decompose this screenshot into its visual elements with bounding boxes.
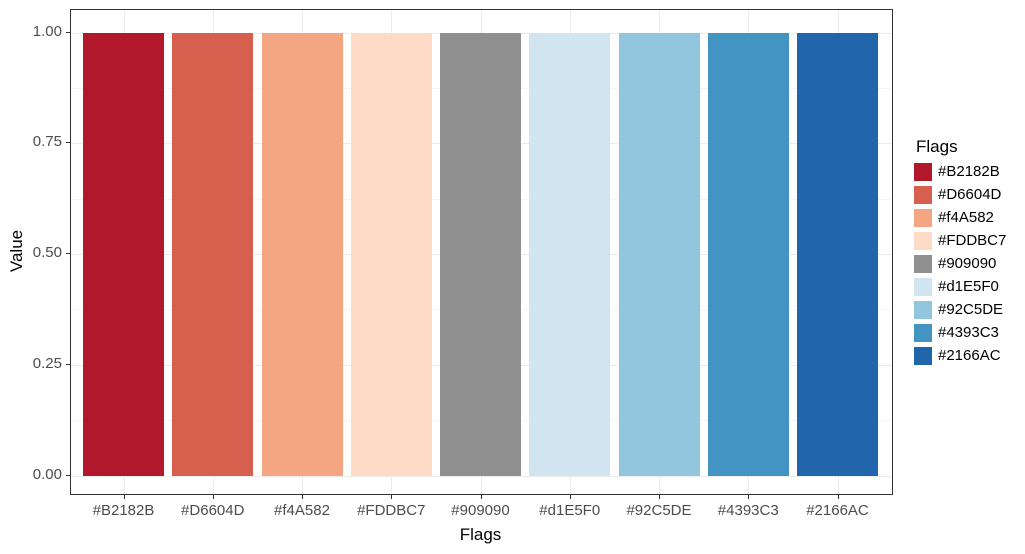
bar <box>529 32 611 476</box>
legend-item: #f4A582 <box>914 209 1006 227</box>
bar <box>440 32 521 476</box>
legend-label: #D6604D <box>938 186 1002 203</box>
x-tick-mark <box>480 495 482 499</box>
x-tick-mark <box>212 495 214 499</box>
x-tick-mark <box>123 495 125 499</box>
legend-item: #2166AC <box>914 347 1006 365</box>
legend-item: #B2182B <box>914 163 1006 181</box>
plot-panel <box>70 9 893 495</box>
legend-key-swatch <box>914 232 932 250</box>
x-tick-mark <box>837 495 839 499</box>
legend-items: #B2182B #D6604D #f4A582 #FDDBC7 #909090 #d1E5… <box>914 163 1006 365</box>
x-tick-mark <box>748 495 750 499</box>
y-tick-mark <box>66 142 70 144</box>
bar <box>618 32 700 476</box>
legend-label: #92C5DE <box>938 301 1004 318</box>
legend-label: #909090 <box>938 255 997 272</box>
legend-key-swatch <box>914 324 932 342</box>
y-tick-label: 0.75 <box>32 133 62 151</box>
x-tick-label: #D6604D <box>181 502 245 519</box>
y-tick-mark <box>66 474 70 476</box>
bar <box>797 32 878 476</box>
bar <box>707 32 789 476</box>
legend-key-swatch <box>914 301 932 319</box>
legend-item: #909090 <box>914 255 1006 273</box>
legend-key-swatch <box>914 255 932 273</box>
x-tick-label: #FDDBC7 <box>357 502 426 519</box>
y-tick-label: 0.50 <box>32 244 62 261</box>
y-tick-label: 0.25 <box>32 354 62 372</box>
y-tick-mark <box>66 253 70 254</box>
x-tick-label: #909090 <box>451 502 510 519</box>
bar <box>261 32 343 476</box>
x-tick-label: #2166AC <box>806 502 869 519</box>
legend-item: #d1E5F0 <box>914 278 1006 296</box>
legend-label: #2166AC <box>938 347 1001 364</box>
bar <box>172 32 254 476</box>
y-major-gridline <box>71 475 892 477</box>
bar <box>83 32 164 476</box>
y-tick-label: 0.00 <box>32 465 62 483</box>
legend-item: #FDDBC7 <box>914 232 1006 250</box>
legend-item: #92C5DE <box>914 301 1006 319</box>
x-tick-label: #4393C3 <box>717 502 779 519</box>
x-tick-mark <box>659 495 660 499</box>
x-axis-title: Flags <box>459 525 502 544</box>
x-tick-mark <box>302 495 303 499</box>
legend-key-swatch <box>914 347 932 365</box>
legend-key-swatch <box>914 186 932 204</box>
x-tick-label: #d1E5F0 <box>539 502 601 519</box>
x-tick-label: #f4A582 <box>274 502 330 519</box>
legend-item: #4393C3 <box>914 324 1006 342</box>
legend-label: #FDDBC7 <box>938 232 1007 249</box>
y-tick-label: 1.00 <box>32 22 62 40</box>
legend: Flags #B2182B #D6604D #f4A582 #FDDBC7 #90909… <box>914 137 1006 370</box>
legend-label: #B2182B <box>938 163 1000 180</box>
legend-key-swatch <box>914 163 932 181</box>
legend-label: #4393C3 <box>938 324 999 341</box>
legend-label: #f4A582 <box>938 209 994 226</box>
legend-key-swatch <box>914 209 932 227</box>
legend-title: Flags <box>916 137 958 156</box>
x-tick-label: #B2182B <box>92 502 155 519</box>
x-tick-mark <box>391 495 393 499</box>
y-tick-mark <box>66 363 70 365</box>
bar <box>350 32 432 476</box>
x-tick-label: #92C5DE <box>626 502 692 519</box>
x-tick-mark <box>569 495 571 499</box>
legend-key-swatch <box>914 278 932 296</box>
legend-label: #d1E5F0 <box>938 278 999 295</box>
y-tick-mark <box>66 31 70 33</box>
legend-item: #D6604D <box>914 186 1006 204</box>
